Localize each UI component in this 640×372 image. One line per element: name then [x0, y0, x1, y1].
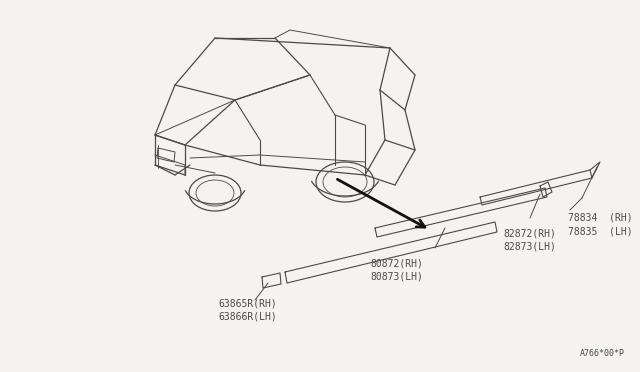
Text: A766*00*P: A766*00*P — [580, 349, 625, 358]
Text: 63865R(RH)
63866R(LH): 63865R(RH) 63866R(LH) — [218, 298, 276, 321]
Text: 82872(RH)
82873(LH): 82872(RH) 82873(LH) — [503, 228, 556, 251]
Text: 78834  (RH)
78835  (LH): 78834 (RH) 78835 (LH) — [568, 213, 632, 236]
Text: 80872(RH)
80873(LH): 80872(RH) 80873(LH) — [370, 258, 423, 281]
